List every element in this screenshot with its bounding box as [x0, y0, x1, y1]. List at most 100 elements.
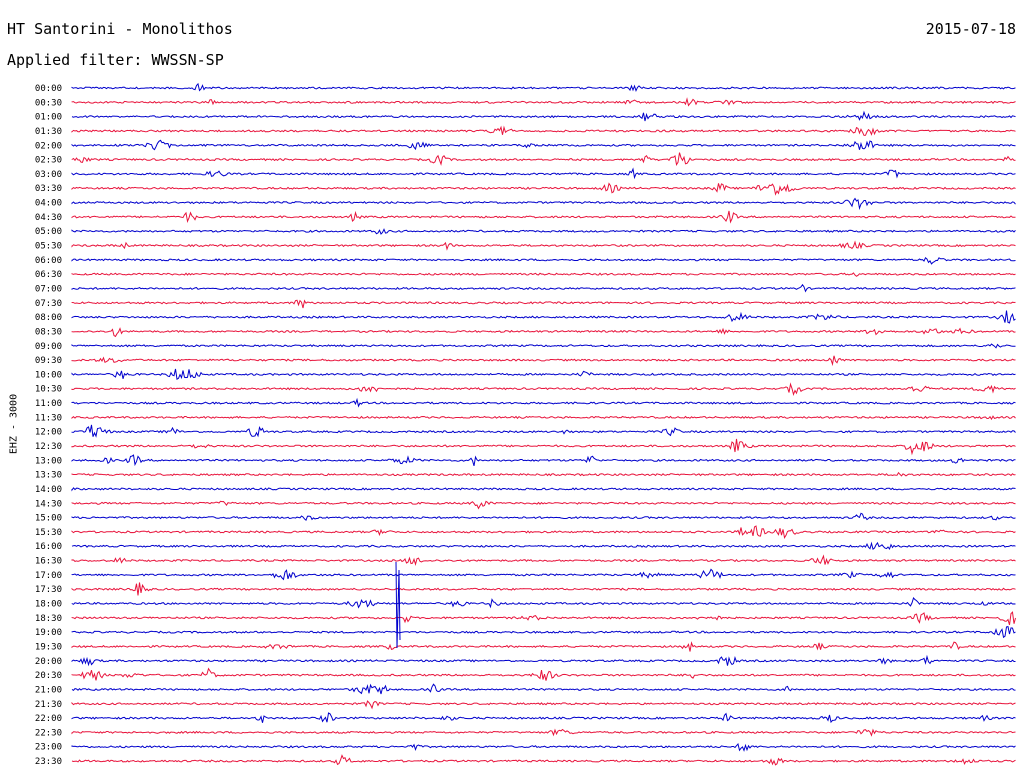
- trace-row-2130: [71, 700, 1016, 710]
- record-date: 2015-07-18: [925, 20, 1016, 38]
- trace-row-1230: [71, 438, 1016, 456]
- row-time-label: 02:00: [35, 141, 62, 151]
- row-time-label: 06:30: [35, 270, 62, 280]
- trace-row-1030: [71, 382, 1016, 397]
- filter-label: Applied filter: WWSSN-SP: [7, 51, 224, 69]
- row-time-label: 19:00: [35, 628, 62, 638]
- row-time-label: 17:00: [35, 571, 62, 581]
- row-time-label: 08:30: [35, 327, 62, 337]
- row-time-label: 23:00: [35, 743, 62, 753]
- trace-row-1200: [71, 424, 1016, 438]
- trace-row-1700: [71, 568, 1016, 581]
- row-time-label: 05:30: [35, 242, 62, 252]
- row-time-label: 20:00: [35, 657, 62, 667]
- row-time-label: 03:30: [35, 184, 62, 194]
- large-event-spike: [395, 561, 401, 649]
- row-time-label: 12:00: [35, 428, 62, 438]
- trace-row-1600: [71, 541, 1016, 551]
- trace-row-2100: [71, 683, 1016, 695]
- trace-row-1330: [71, 471, 1016, 477]
- trace-row-1500: [71, 512, 1016, 522]
- trace-row-1300: [71, 454, 1016, 467]
- trace-row-0330: [71, 182, 1016, 196]
- row-time-label: 13:30: [35, 471, 62, 481]
- trace-row-1400: [71, 487, 1016, 492]
- row-time-label: 22:30: [35, 728, 62, 738]
- trace-row-1430: [71, 500, 1016, 510]
- trace-row-2030: [71, 667, 1016, 681]
- row-time-label: 14:30: [35, 499, 62, 509]
- row-time-label: 19:30: [35, 642, 62, 652]
- row-time-label: 16:30: [35, 557, 62, 567]
- trace-row-2200: [71, 712, 1016, 724]
- row-time-label: 21:30: [35, 700, 62, 710]
- row-time-label: 05:00: [35, 227, 62, 237]
- row-time-label: 15:00: [35, 514, 62, 524]
- row-time-label: 01:00: [35, 113, 62, 123]
- row-time-label: 10:30: [35, 385, 62, 395]
- row-time-label: 13:00: [35, 456, 62, 466]
- trace-row-1000: [71, 368, 1016, 381]
- row-time-label: 03:00: [35, 170, 62, 180]
- trace-row-0200: [71, 139, 1016, 151]
- row-time-label: 07:30: [35, 299, 62, 309]
- trace-row-0130: [71, 125, 1016, 136]
- trace-row-0000: [71, 82, 1016, 92]
- trace-row-0730: [71, 299, 1016, 309]
- row-time-label: 14:00: [35, 485, 62, 495]
- row-time-label: 04:00: [35, 199, 62, 209]
- row-time-label: 11:00: [35, 399, 62, 409]
- trace-row-0800: [71, 310, 1016, 324]
- trace-row-2300: [71, 742, 1016, 752]
- trace-row-0530: [71, 240, 1016, 251]
- row-time-label: 12:30: [35, 442, 62, 452]
- row-time-label: 02:30: [35, 156, 62, 166]
- row-time-label: 09:00: [35, 342, 62, 352]
- row-time-label: 16:00: [35, 542, 62, 552]
- trace-row-1800: [71, 597, 1016, 609]
- row-time-label: 22:00: [35, 714, 62, 724]
- trace-row-1730: [71, 582, 1016, 596]
- trace-row-0700: [71, 283, 1016, 293]
- row-time-label: 18:00: [35, 600, 62, 610]
- trace-row-2330: [71, 754, 1016, 766]
- trace-row-1830: [71, 611, 1016, 626]
- row-time-label: 09:30: [35, 356, 62, 366]
- trace-row-0300: [71, 167, 1016, 180]
- trace-row-1930: [71, 641, 1016, 652]
- trace-row-1630: [71, 554, 1016, 566]
- trace-row-0830: [71, 327, 1016, 338]
- row-time-label: 10:00: [35, 370, 62, 380]
- row-time-label: 06:00: [35, 256, 62, 266]
- row-time-label: 01:30: [35, 127, 62, 137]
- station-title: HT Santorini - Monolithos: [7, 20, 233, 38]
- trace-row-0030: [71, 97, 1016, 107]
- trace-row-0900: [71, 343, 1016, 349]
- trace-row-0630: [71, 272, 1016, 277]
- row-time-label: 04:30: [35, 213, 62, 223]
- trace-row-0400: [71, 197, 1016, 211]
- row-time-label: 00:00: [35, 84, 62, 94]
- row-time-label: 11:30: [35, 413, 62, 423]
- row-time-label: 21:00: [35, 685, 62, 695]
- seismic-traces: [71, 82, 1016, 766]
- row-time-label: 23:30: [35, 757, 62, 767]
- trace-row-2230: [71, 728, 1016, 737]
- trace-row-0230: [71, 152, 1016, 166]
- trace-row-0500: [71, 228, 1016, 235]
- trace-row-1900: [71, 626, 1016, 639]
- trace-row-0930: [71, 355, 1016, 367]
- trace-row-1530: [71, 525, 1016, 540]
- trace-row-1130: [71, 415, 1016, 421]
- trace-row-0100: [71, 110, 1016, 122]
- trace-row-0600: [71, 256, 1016, 265]
- row-time-label: 17:30: [35, 585, 62, 595]
- row-time-label: 15:30: [35, 528, 62, 538]
- time-labels: 00:00 00:30 01:00 01:30 02:00 02:30 03:00 03:30…: [35, 84, 62, 767]
- trace-row-2000: [71, 654, 1016, 667]
- row-time-label: 08:00: [35, 313, 62, 323]
- row-time-label: 07:00: [35, 284, 62, 294]
- row-time-label: 18:30: [35, 614, 62, 624]
- trace-row-1100: [71, 397, 1016, 408]
